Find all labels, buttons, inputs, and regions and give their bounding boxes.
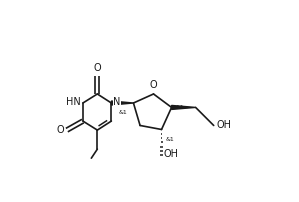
Polygon shape [112,101,133,105]
Text: &1: &1 [175,105,184,110]
Polygon shape [172,105,196,109]
Text: O: O [56,125,64,135]
Text: &1: &1 [166,137,174,142]
Text: HN: HN [66,97,80,107]
Text: OH: OH [216,120,231,130]
Text: N: N [113,97,121,107]
Text: &1: &1 [119,110,127,115]
Text: O: O [94,63,101,73]
Text: O: O [149,80,157,90]
Text: OH: OH [164,149,179,159]
